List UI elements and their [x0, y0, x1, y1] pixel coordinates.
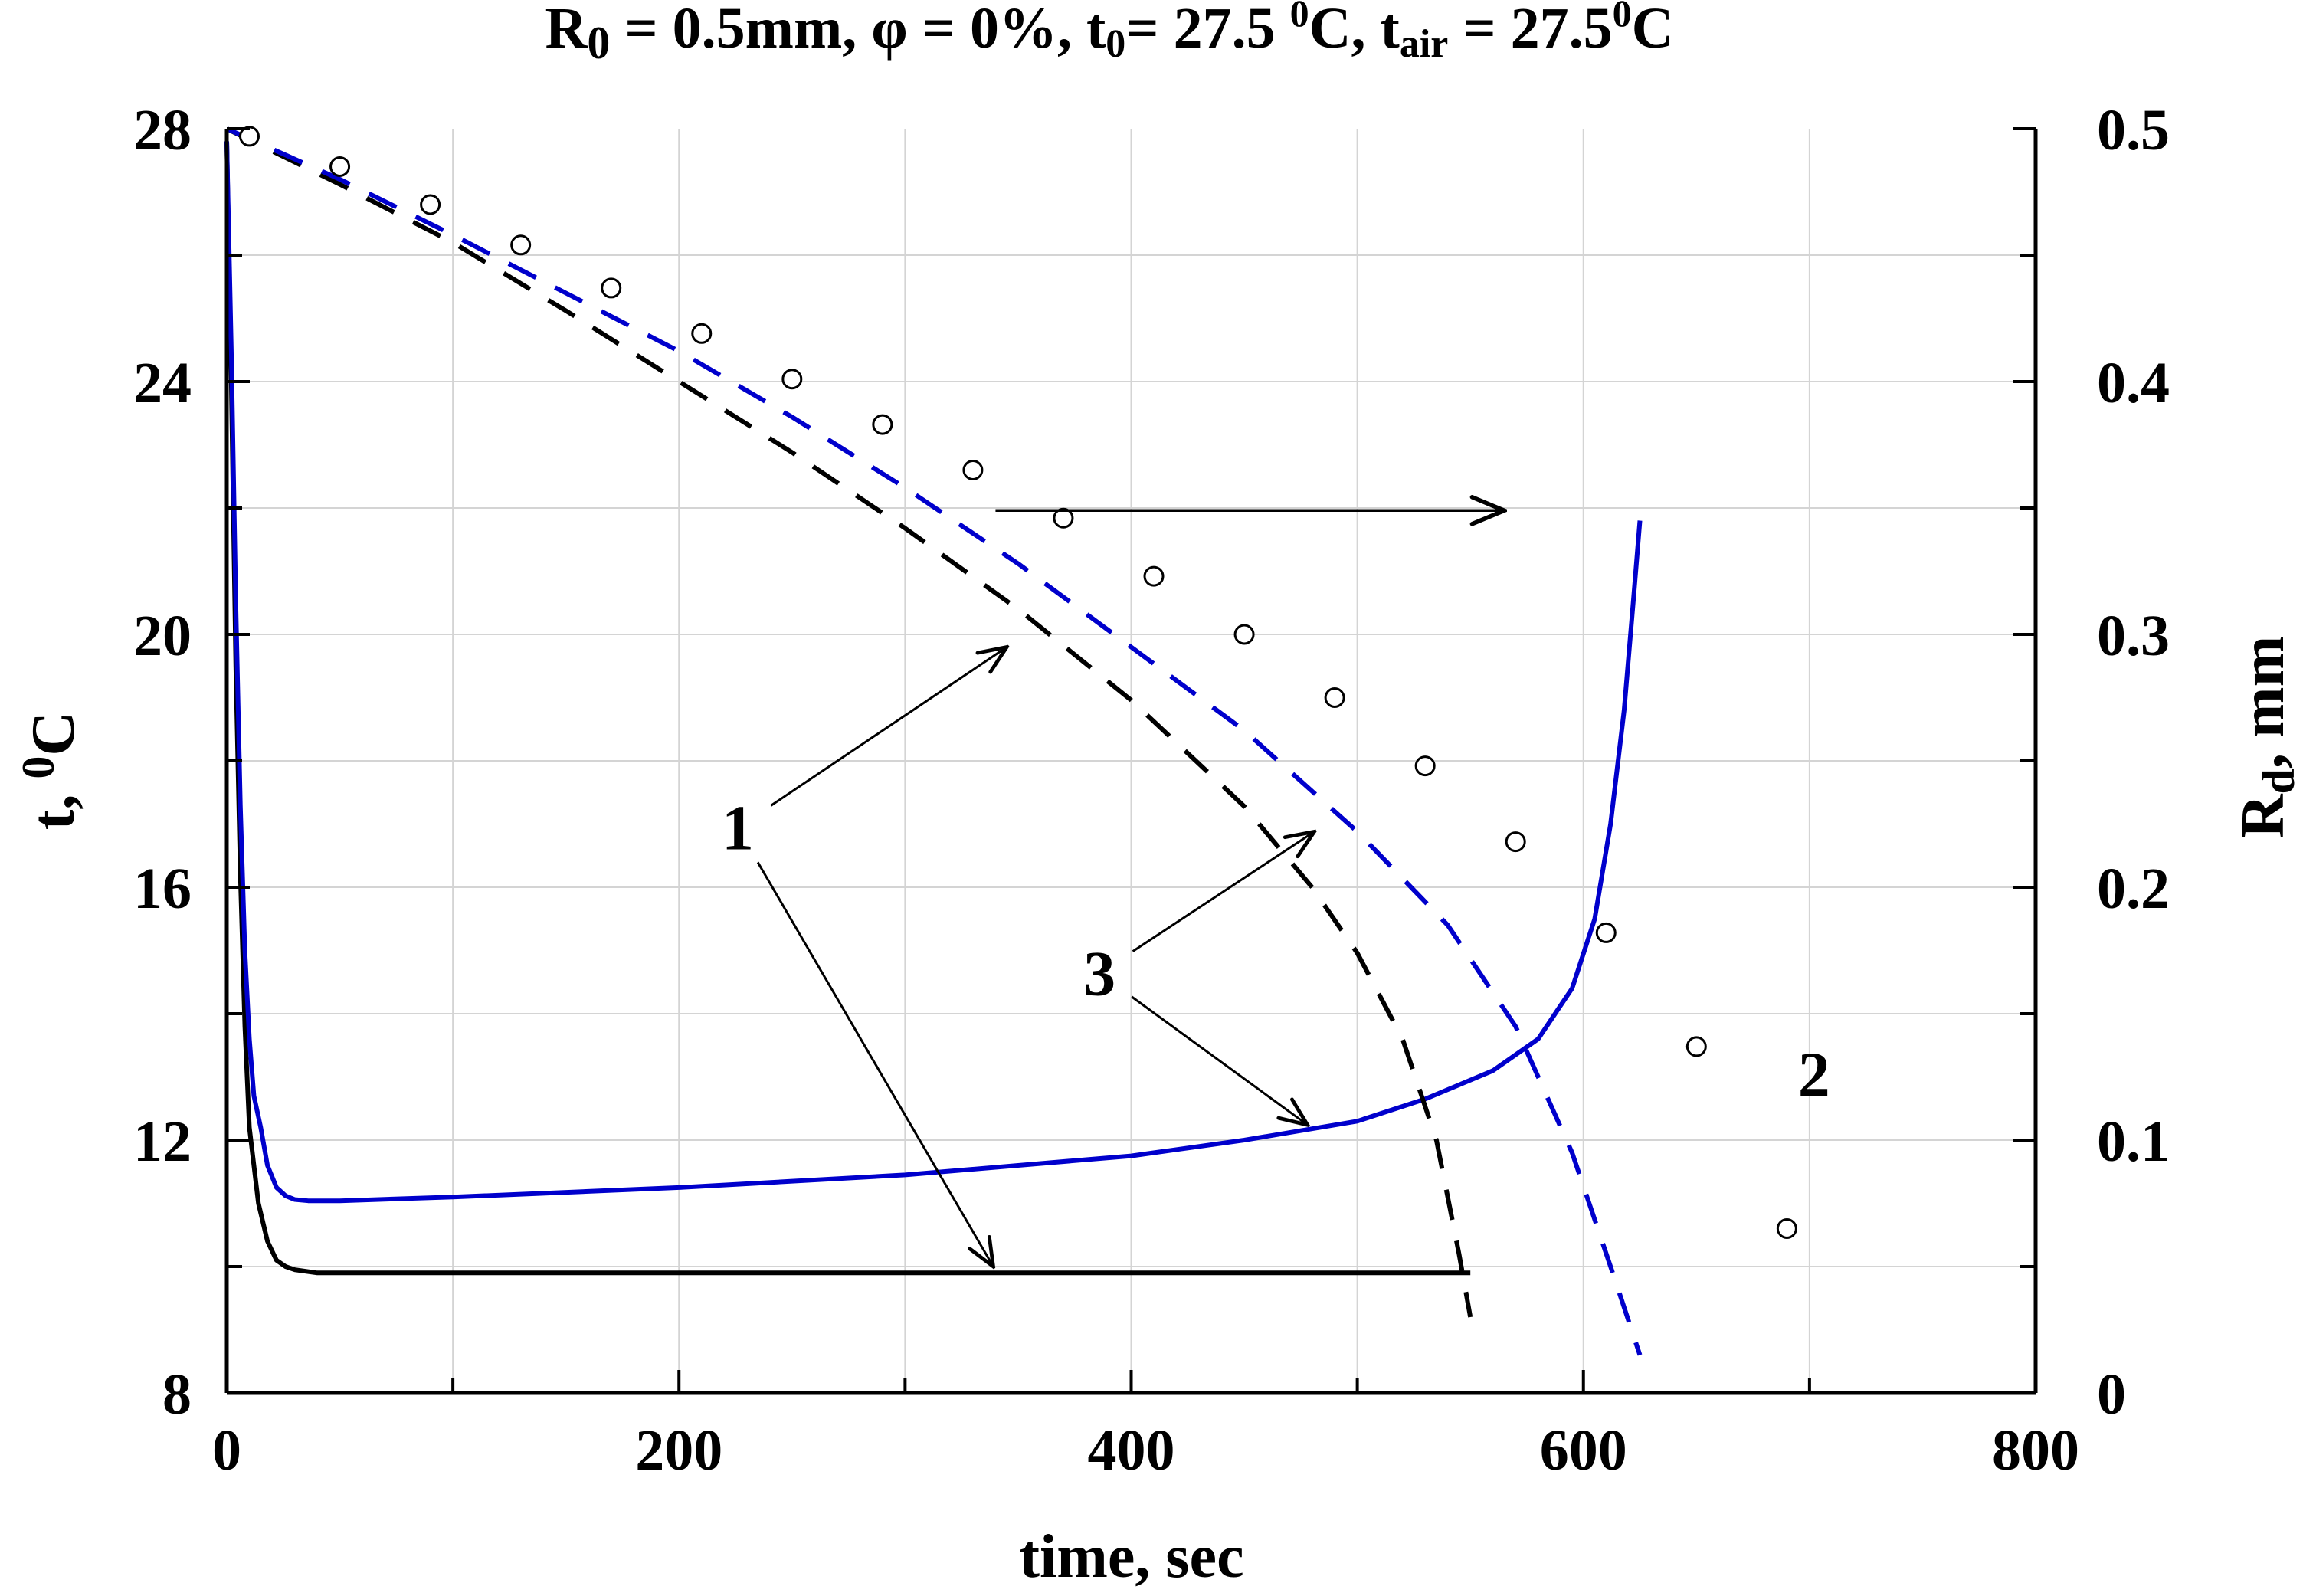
data-point — [1324, 687, 1345, 708]
data-point — [1685, 1036, 1707, 1057]
callout-label-1: 1 — [722, 793, 754, 864]
y-right-tick-label: 0.4 — [2097, 351, 2170, 415]
data-point — [510, 234, 532, 256]
data-point — [329, 156, 351, 177]
callout-arrow — [1131, 995, 1307, 1125]
x-tick-label: 400 — [1088, 1418, 1175, 1483]
x-tick-label: 0 — [212, 1418, 241, 1483]
y-left-tick-label: 12 — [133, 1109, 192, 1174]
chart-title: R0 = 0.5mm, φ = 0%, t0= 27.5 0C, tair = … — [545, 0, 1673, 68]
y-left-tick-label: 28 — [133, 98, 192, 162]
data-point — [239, 126, 260, 147]
series-group — [224, 126, 1797, 1356]
data-point — [1053, 507, 1074, 529]
callout-arrow — [756, 861, 993, 1267]
data-point — [601, 277, 622, 299]
data-point — [1595, 922, 1617, 943]
data-point — [1414, 755, 1436, 777]
data-point — [691, 323, 713, 344]
y-right-tick-label: 0.2 — [2097, 857, 2170, 921]
y-right-tick-label: 0.3 — [2097, 604, 2170, 668]
data-point — [1505, 831, 1526, 853]
data-point — [420, 194, 441, 215]
y-right-tick-label: 0 — [2097, 1362, 2126, 1427]
x-tick-label: 600 — [1540, 1418, 1627, 1483]
dashed-series-line-2 — [225, 126, 1473, 1318]
data-point — [1233, 624, 1255, 645]
dashed-series-line-3 — [225, 126, 1643, 1356]
y-left-tick-label: 24 — [133, 351, 192, 415]
x-tick-label: 200 — [635, 1418, 722, 1483]
solid-series-line-1 — [224, 141, 1643, 1204]
y-axis-right-title: Rd, mm — [2229, 636, 2303, 838]
data-point — [1143, 565, 1165, 587]
data-point — [872, 414, 893, 435]
solid-series-line-0 — [224, 141, 1471, 1276]
y-axis-left-title: t, 0C — [13, 712, 87, 830]
data-point — [1776, 1218, 1797, 1239]
y-left-tick-label: 8 — [162, 1362, 192, 1427]
callout-arrow — [1132, 831, 1315, 952]
callout-label-3: 3 — [1083, 938, 1115, 1009]
callout-arrow — [770, 647, 1007, 807]
grid — [227, 129, 2036, 1393]
y-right-tick-label: 0.5 — [2097, 98, 2170, 162]
y-left-tick-label: 16 — [133, 857, 192, 921]
y-right-tick-label: 0.1 — [2097, 1109, 2170, 1174]
x-tick-label: 800 — [1992, 1418, 2079, 1483]
data-point — [781, 369, 803, 390]
callout-label-2: 2 — [1798, 1039, 1830, 1110]
annotations: 1 2 3 — [722, 510, 1830, 1267]
y-left-tick-label: 20 — [133, 604, 192, 668]
x-axis-title: time, sec — [1019, 1523, 1243, 1591]
data-point — [962, 460, 984, 480]
